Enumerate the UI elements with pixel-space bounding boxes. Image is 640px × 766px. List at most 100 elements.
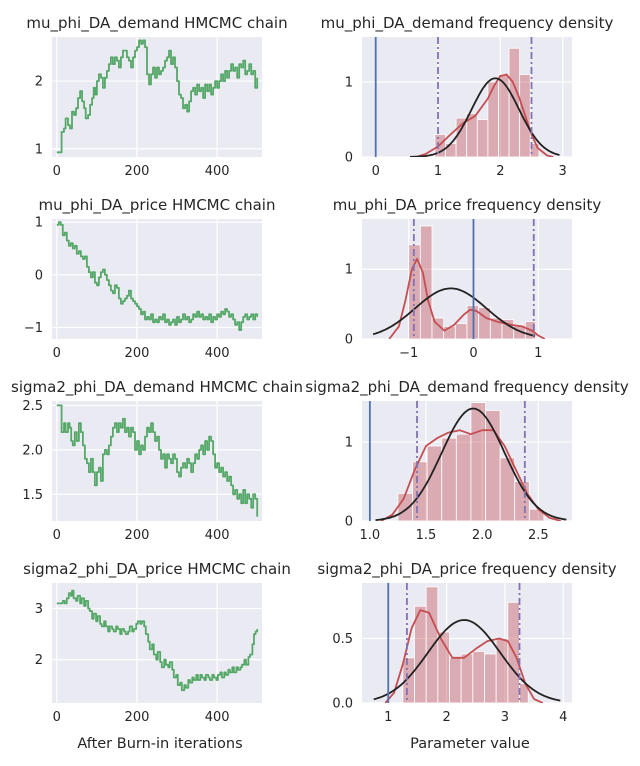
chart4-xtick-label: 0 bbox=[469, 346, 477, 361]
chart1-ytick-label: 2 bbox=[35, 75, 43, 90]
chart3-xtick-label: 0 bbox=[53, 346, 61, 361]
chart3-xtick-label: 400 bbox=[205, 346, 230, 361]
right-xlabel: Parameter value bbox=[410, 736, 530, 752]
chart4: −1 0 1 0 1 mu_phi_DA_price frequency density bbox=[333, 196, 602, 361]
chart8-xtick-label: 2 bbox=[442, 710, 450, 725]
chart4-hist-bar bbox=[454, 323, 468, 339]
chart1-xtick-label: 200 bbox=[125, 164, 150, 179]
chart8-kde-line bbox=[384, 609, 544, 703]
chart2-xtick-label: 0 bbox=[372, 164, 380, 179]
chart8-ytick-label: 0.5 bbox=[332, 632, 353, 647]
chart6-plot-area bbox=[362, 401, 572, 521]
chart6: 1.0 1.5 2.0 2.5 0 1 sigma2_phi_DA_demand frequ… bbox=[305, 378, 629, 543]
chart2-title: mu_phi_DA_demand frequency density bbox=[321, 14, 614, 33]
chart5-xtick-label: 0 bbox=[53, 528, 61, 543]
chart4-title: mu_phi_DA_price frequency density bbox=[333, 196, 602, 215]
chart2-hist-bar bbox=[508, 47, 521, 157]
chart7-xtick-label: 400 bbox=[205, 710, 230, 725]
chart6-ytick-label: 0 bbox=[345, 515, 353, 530]
chart3-marks bbox=[56, 221, 259, 331]
chart2-xtick-label: 2 bbox=[496, 164, 504, 179]
chart1-plot-area bbox=[52, 37, 262, 157]
chart1-trace-line bbox=[56, 39, 259, 154]
chart8-title: sigma2_phi_DA_price frequency density bbox=[317, 560, 616, 579]
chart6-hist-bar bbox=[528, 508, 545, 521]
chart8-xtick-label: 1 bbox=[384, 710, 392, 725]
chart1-marks bbox=[56, 39, 259, 154]
chart6-hist-bar bbox=[470, 402, 486, 521]
chart8-marks bbox=[373, 583, 561, 703]
chart5-plot-area bbox=[52, 401, 262, 521]
chart6-xtick-label: 2.5 bbox=[528, 528, 549, 543]
chart5-ytick-label: 2.0 bbox=[22, 443, 43, 458]
chart1-ytick-label: 1 bbox=[35, 142, 43, 157]
chart2: 0 1 2 3 0 1 mu_phi_DA_demand frequency density bbox=[321, 14, 614, 179]
chart3: 0 200 400 −1 0 1mu_phi_DA_price HMCMC chain bbox=[24, 196, 276, 361]
chart6-title: sigma2_phi_DA_demand frequency density bbox=[305, 378, 629, 397]
chart7-xtick-label: 0 bbox=[53, 710, 61, 725]
chart5-ytick-label: 2.5 bbox=[22, 399, 43, 414]
chart8-xtick-label: 4 bbox=[559, 710, 567, 725]
chart3-ytick-label: −1 bbox=[24, 321, 43, 336]
chart2-ytick-label: 1 bbox=[345, 76, 353, 91]
chart3-ytick-label: 1 bbox=[35, 216, 43, 231]
chart8-xtick-label: 3 bbox=[501, 710, 509, 725]
chart2-normal-fit-line bbox=[409, 77, 560, 157]
chart4-hist-bar bbox=[478, 307, 491, 339]
chart5-trace-line bbox=[56, 404, 259, 517]
chart7-trace-line bbox=[56, 589, 259, 692]
chart2-xtick-label: 1 bbox=[434, 164, 442, 179]
chart6-xtick-label: 2.0 bbox=[472, 528, 493, 543]
chart2-xtick-label: 3 bbox=[559, 164, 567, 179]
chart2-kde-line bbox=[415, 73, 554, 157]
chart6-xtick-label: 1.0 bbox=[360, 528, 381, 543]
chart4-ytick-label: 0 bbox=[345, 333, 353, 348]
chart8-hist-bar bbox=[460, 653, 474, 703]
chart6-ytick-label: 1 bbox=[345, 436, 353, 451]
chart7-marks bbox=[56, 589, 259, 692]
chart8: 1 2 3 4 0.0 0.5 sigma2_phi_DA_price frequency … bbox=[317, 560, 616, 725]
chart7-title: sigma2_phi_DA_price HMCMC chain bbox=[23, 560, 291, 579]
chart8-ytick-label: 0.0 bbox=[332, 697, 353, 712]
chart6-hist-bar bbox=[455, 433, 472, 521]
chart5-ytick-label: 1.5 bbox=[22, 488, 43, 503]
chart2-hist-bar bbox=[445, 143, 457, 157]
chart1-xtick-label: 0 bbox=[53, 164, 61, 179]
chart4-ytick-label: 1 bbox=[345, 263, 353, 278]
chart3-ytick-label: 0 bbox=[35, 268, 43, 283]
chart6-normal-fit-line bbox=[375, 407, 567, 521]
chart5-xtick-label: 200 bbox=[125, 528, 150, 543]
left-xlabel: After Burn-in iterations bbox=[77, 736, 242, 752]
chart3-trace-line bbox=[56, 221, 259, 331]
chart7: 0 200 400 2 3 sigma2_phi_DA_price HMCMC chain bbox=[23, 560, 291, 725]
chart1-xtick-label: 400 bbox=[205, 164, 230, 179]
chart4-kde-line bbox=[388, 257, 546, 339]
chart2-hist-bar bbox=[476, 119, 489, 157]
chart4-normal-fit-line bbox=[372, 287, 536, 337]
chart8-hist-bar bbox=[472, 650, 485, 703]
chart5: 0 200 400 1.5 2.0 2.5 sigma2_phi_DA_demand HMC… bbox=[11, 378, 303, 543]
chart5-xtick-label: 400 bbox=[205, 528, 230, 543]
chart6-hist-bar bbox=[397, 492, 413, 521]
chart1: 0 200 400 1 2 mu_phi_DA_demand HMCMC chain bbox=[26, 14, 287, 179]
chart3-title: mu_phi_DA_price HMCMC chain bbox=[39, 196, 276, 215]
chart4-xtick-label: −1 bbox=[399, 346, 418, 361]
chart7-xtick-label: 200 bbox=[125, 710, 150, 725]
chart8-hist-bar bbox=[484, 653, 497, 703]
chart8-hist-bar bbox=[425, 586, 439, 703]
chart2-marks bbox=[374, 37, 560, 157]
chart4-hist-bar bbox=[419, 225, 433, 339]
chart2-hist-bar bbox=[529, 143, 540, 157]
chart2-ytick-label: 0 bbox=[345, 151, 353, 166]
chart4-marks bbox=[372, 219, 546, 339]
chart5-title: sigma2_phi_DA_demand HMCMC chain bbox=[11, 378, 303, 397]
chart6-hist-bar bbox=[441, 437, 457, 521]
chart4-xtick-label: 1 bbox=[534, 346, 542, 361]
chart6-marks bbox=[368, 401, 567, 521]
chart7-ytick-label: 2 bbox=[35, 653, 43, 668]
chart5-marks bbox=[56, 404, 259, 517]
chart3-xtick-label: 200 bbox=[125, 346, 150, 361]
chart8-hist-bar bbox=[449, 657, 462, 703]
chart8-normal-fit-line bbox=[373, 619, 561, 702]
